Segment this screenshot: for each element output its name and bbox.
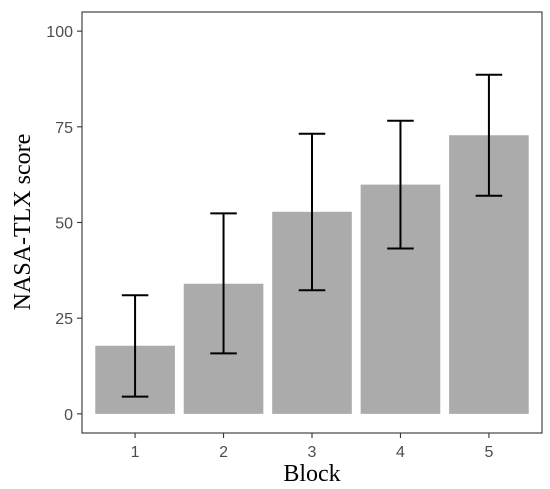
y-tick-label-100: 100	[46, 24, 73, 41]
y-axis-title: NASA-TLX score	[10, 134, 36, 311]
x-axis-title: Block	[283, 461, 340, 487]
y-tick-label-50: 50	[55, 216, 73, 233]
errorbars-group	[121, 73, 503, 398]
x-tick-label-5: 5	[484, 444, 493, 461]
y-axis: 0 25 50 75 100	[46, 24, 82, 424]
x-tick-label-3: 3	[308, 444, 317, 461]
x-tick-label-1: 1	[131, 444, 140, 461]
x-axis: 1 2 3 4 5	[131, 433, 493, 461]
y-tick-label-75: 75	[55, 120, 73, 137]
x-tick-label-2: 2	[219, 444, 228, 461]
x-tick-label-4: 4	[396, 444, 405, 461]
y-tick-label-0: 0	[64, 407, 73, 424]
y-tick-label-25: 25	[55, 311, 73, 328]
